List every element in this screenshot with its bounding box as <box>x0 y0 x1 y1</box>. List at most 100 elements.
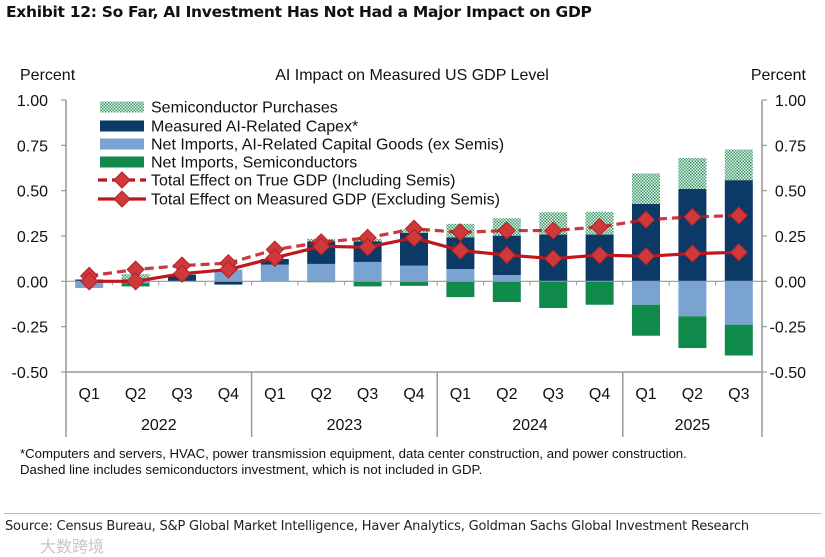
legend-label: Total Effect on Measured GDP (Excluding … <box>151 192 500 209</box>
legend-label: Net Imports, Semiconductors <box>151 155 357 172</box>
quarter-label: Q4 <box>589 386 610 403</box>
line-marker <box>311 237 331 256</box>
y-tick-label-right: 0.25 <box>775 229 806 246</box>
bar-net-imports-capital-goods <box>678 281 707 317</box>
bar-semiconductor-purchases <box>678 158 707 189</box>
quarter-label: Q4 <box>218 386 239 403</box>
legend-swatch <box>100 156 144 168</box>
line-marker <box>265 248 285 267</box>
y-tick-label-right: -0.25 <box>770 320 807 337</box>
quarter-label: Q3 <box>357 386 378 403</box>
y-tick-label-left: 0.75 <box>17 138 48 155</box>
legend-marker <box>113 171 131 189</box>
bar-semiconductor-purchases <box>632 173 660 204</box>
bar-net-imports-semis <box>353 281 382 287</box>
y-tick-label-left: 0.00 <box>17 274 48 291</box>
year-label: 2024 <box>512 417 548 434</box>
bar-net-imports-capital-goods <box>260 264 289 282</box>
y-tick-label-left: 1.00 <box>17 93 48 110</box>
legend-swatch <box>100 138 144 150</box>
y-tick-label-left: 0.50 <box>17 184 48 201</box>
y-tick-label-right: 0.00 <box>775 274 806 291</box>
exhibit-title: Exhibit 12: So Far, AI Investment Has No… <box>6 3 592 21</box>
line-marker <box>590 245 609 265</box>
quarter-label: Q2 <box>311 386 332 403</box>
line-marker <box>172 264 192 283</box>
y-tick-label-right: 0.50 <box>775 184 806 201</box>
line-marker <box>79 272 99 291</box>
quarter-label: Q1 <box>79 386 100 403</box>
quarter-label: Q1 <box>450 386 471 403</box>
year-label: 2022 <box>141 417 177 434</box>
line-marker <box>683 207 702 227</box>
y-tick-label-left: -0.50 <box>12 365 49 382</box>
quarter-label: Q1 <box>264 386 285 403</box>
legend-label: Measured AI-Related Capex* <box>151 119 358 136</box>
quarter-label: Q3 <box>543 386 564 403</box>
line-marker <box>497 221 517 240</box>
bar-net-imports-semis <box>400 281 428 286</box>
bar-net-imports-semis <box>678 316 707 349</box>
y-tick-label-right: 0.75 <box>775 138 806 155</box>
legend-label: Total Effect on True GDP (Including Semi… <box>151 173 455 190</box>
bar-net-imports-capital-goods <box>307 263 336 282</box>
quarter-label: Q2 <box>496 386 517 403</box>
footnote-line-2: Dashed line includes semiconductors inve… <box>20 462 483 477</box>
bar-net-imports-semis <box>585 281 614 305</box>
left-axis-label: Percent <box>20 67 76 84</box>
quarter-label: Q4 <box>403 386 424 403</box>
line-marker <box>543 221 563 240</box>
line-marker <box>543 249 563 268</box>
line-marker <box>636 210 656 229</box>
bar-ai-capex <box>724 180 753 282</box>
line-marker <box>126 272 145 291</box>
bar-net-imports-semis <box>632 304 660 336</box>
year-label: 2025 <box>675 417 711 434</box>
bar-ai-capex <box>678 188 707 282</box>
bar-net-imports-capital-goods <box>632 281 660 305</box>
line-marker <box>451 241 470 260</box>
source-divider <box>4 513 821 514</box>
line-marker <box>451 223 470 242</box>
y-tick-label-right: 1.00 <box>775 93 806 110</box>
line-marker <box>219 260 238 279</box>
chart: Percent Percent AI Impact on Measured US G… <box>12 67 807 437</box>
bar-net-imports-semis <box>446 281 475 298</box>
legend-label: Net Imports, AI-Related Capital Goods (e… <box>151 137 504 154</box>
bar-net-imports-capital-goods <box>353 261 382 282</box>
y-tick-label-right: -0.50 <box>770 365 807 382</box>
line-marker <box>590 217 609 237</box>
y-tick-label-left: 0.25 <box>17 229 48 246</box>
source-text: Source: Census Bureau, S&P Global Market… <box>5 519 749 534</box>
bar-ai-capex <box>214 281 243 285</box>
bar-net-imports-capital-goods <box>400 265 428 282</box>
footnote: *Computers and servers, HVAC, power tran… <box>20 446 687 478</box>
quarter-label: Q2 <box>682 386 703 403</box>
y-tick-label-left: -0.25 <box>12 320 49 337</box>
legend-swatch <box>100 101 144 113</box>
bar-net-imports-semis <box>724 324 753 356</box>
line-marker <box>404 228 424 248</box>
watermark: 大数跨境 <box>40 539 105 556</box>
legend-label: Semiconductor Purchases <box>151 100 338 117</box>
chart-title: AI Impact on Measured US GDP Level <box>275 67 549 84</box>
line-marker <box>497 245 517 265</box>
line-marker <box>358 238 377 257</box>
legend-marker <box>113 190 131 208</box>
quarter-label: Q1 <box>635 386 656 403</box>
quarter-label: Q2 <box>125 386 146 403</box>
right-axis-label: Percent <box>751 67 807 84</box>
line-marker <box>636 247 656 266</box>
year-label: 2023 <box>327 417 363 434</box>
bar-net-imports-capital-goods <box>724 281 753 325</box>
bar-net-imports-semis <box>539 281 568 308</box>
bar-net-imports-capital-goods <box>492 274 521 282</box>
quarter-label: Q3 <box>171 386 192 403</box>
quarter-label: Q3 <box>728 386 749 403</box>
legend-swatch <box>100 120 144 132</box>
line-marker <box>729 206 749 225</box>
bar-net-imports-semis <box>492 281 521 303</box>
line-marker <box>683 244 702 263</box>
bar-semiconductor-purchases <box>724 149 753 181</box>
bar-net-imports-capital-goods <box>446 269 475 282</box>
